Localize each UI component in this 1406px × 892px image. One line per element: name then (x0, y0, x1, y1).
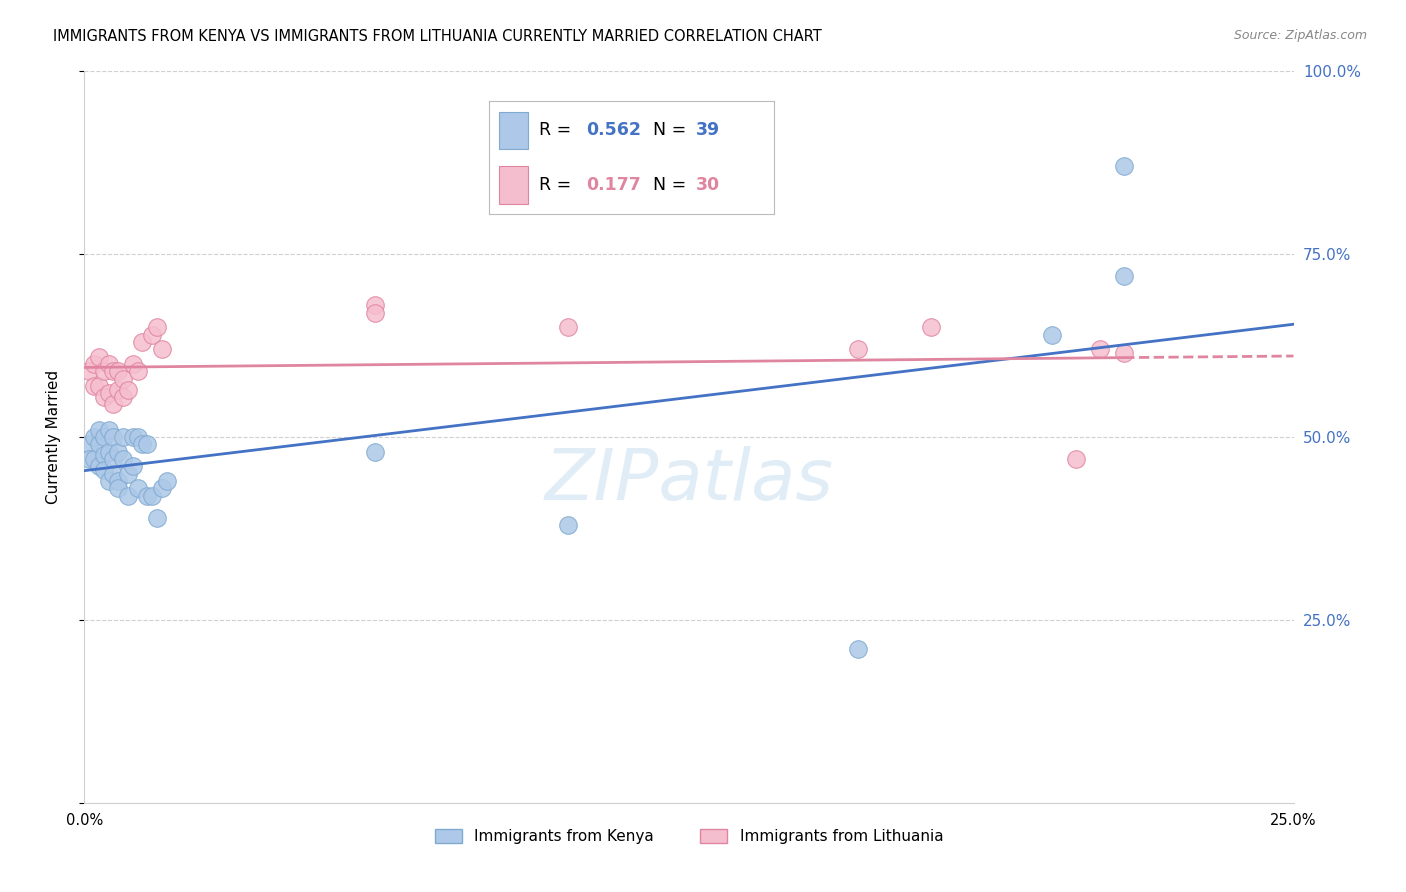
Point (127, 364, 149, 378)
Point (97, 357, 120, 371)
Point (1114, 346, 1136, 360)
Point (87, 379, 110, 393)
Point (141, 489, 163, 503)
Point (83, 379, 105, 393)
Point (117, 467, 139, 481)
Point (107, 383, 129, 397)
Point (87, 350, 110, 364)
Legend: Immigrants from Kenya, Immigrants from Lithuania: Immigrants from Kenya, Immigrants from L… (429, 822, 949, 850)
Point (93, 364, 115, 378)
Point (920, 320, 942, 334)
Point (127, 430, 149, 444)
Point (112, 371, 135, 385)
Point (141, 327, 163, 342)
Point (557, 517, 579, 532)
Point (103, 430, 125, 444)
Point (1114, 269, 1136, 284)
Point (107, 474, 129, 488)
Point (103, 452, 125, 467)
Point (103, 467, 125, 481)
Point (146, 510, 169, 524)
Point (107, 444, 129, 458)
Point (93, 448, 115, 462)
Point (93, 463, 115, 477)
Point (155, 474, 177, 488)
Point (97, 444, 120, 458)
Point (363, 444, 385, 458)
Y-axis label: Currently Married: Currently Married (46, 370, 60, 504)
Point (121, 430, 143, 444)
Text: IMMIGRANTS FROM KENYA VS IMMIGRANTS FROM LITHUANIA CURRENTLY MARRIED CORRELATION: IMMIGRANTS FROM KENYA VS IMMIGRANTS FROM… (53, 29, 823, 44)
Point (1088, 343, 1111, 357)
Point (77, 437, 100, 451)
Point (136, 489, 159, 503)
Point (112, 390, 135, 404)
Point (131, 334, 153, 349)
Point (97, 423, 120, 437)
Point (557, 320, 579, 334)
Point (103, 397, 125, 411)
Point (83, 430, 105, 444)
Point (93, 430, 115, 444)
Text: ZIPatlas: ZIPatlas (544, 447, 834, 516)
Point (83, 452, 105, 467)
Point (77, 364, 100, 378)
Point (363, 298, 385, 312)
Point (117, 489, 139, 503)
Point (87, 437, 110, 451)
Point (87, 423, 110, 437)
Point (846, 343, 869, 357)
Point (121, 459, 143, 474)
Point (1114, 160, 1136, 174)
Point (1040, 327, 1063, 342)
Point (846, 642, 869, 657)
Text: Source: ZipAtlas.com: Source: ZipAtlas.com (1233, 29, 1367, 42)
Point (150, 343, 173, 357)
Point (97, 474, 120, 488)
Point (1064, 452, 1087, 467)
Point (97, 386, 120, 401)
Point (121, 357, 143, 371)
Point (103, 364, 125, 378)
Point (112, 430, 135, 444)
Point (150, 481, 173, 495)
Point (363, 306, 385, 320)
Point (112, 452, 135, 467)
Point (83, 357, 105, 371)
Point (77, 452, 100, 467)
Point (107, 364, 129, 378)
Point (117, 383, 139, 397)
Point (107, 481, 129, 495)
Point (146, 320, 169, 334)
Point (136, 437, 159, 451)
Point (127, 481, 149, 495)
Point (87, 459, 110, 474)
Point (93, 390, 115, 404)
Point (131, 437, 153, 451)
